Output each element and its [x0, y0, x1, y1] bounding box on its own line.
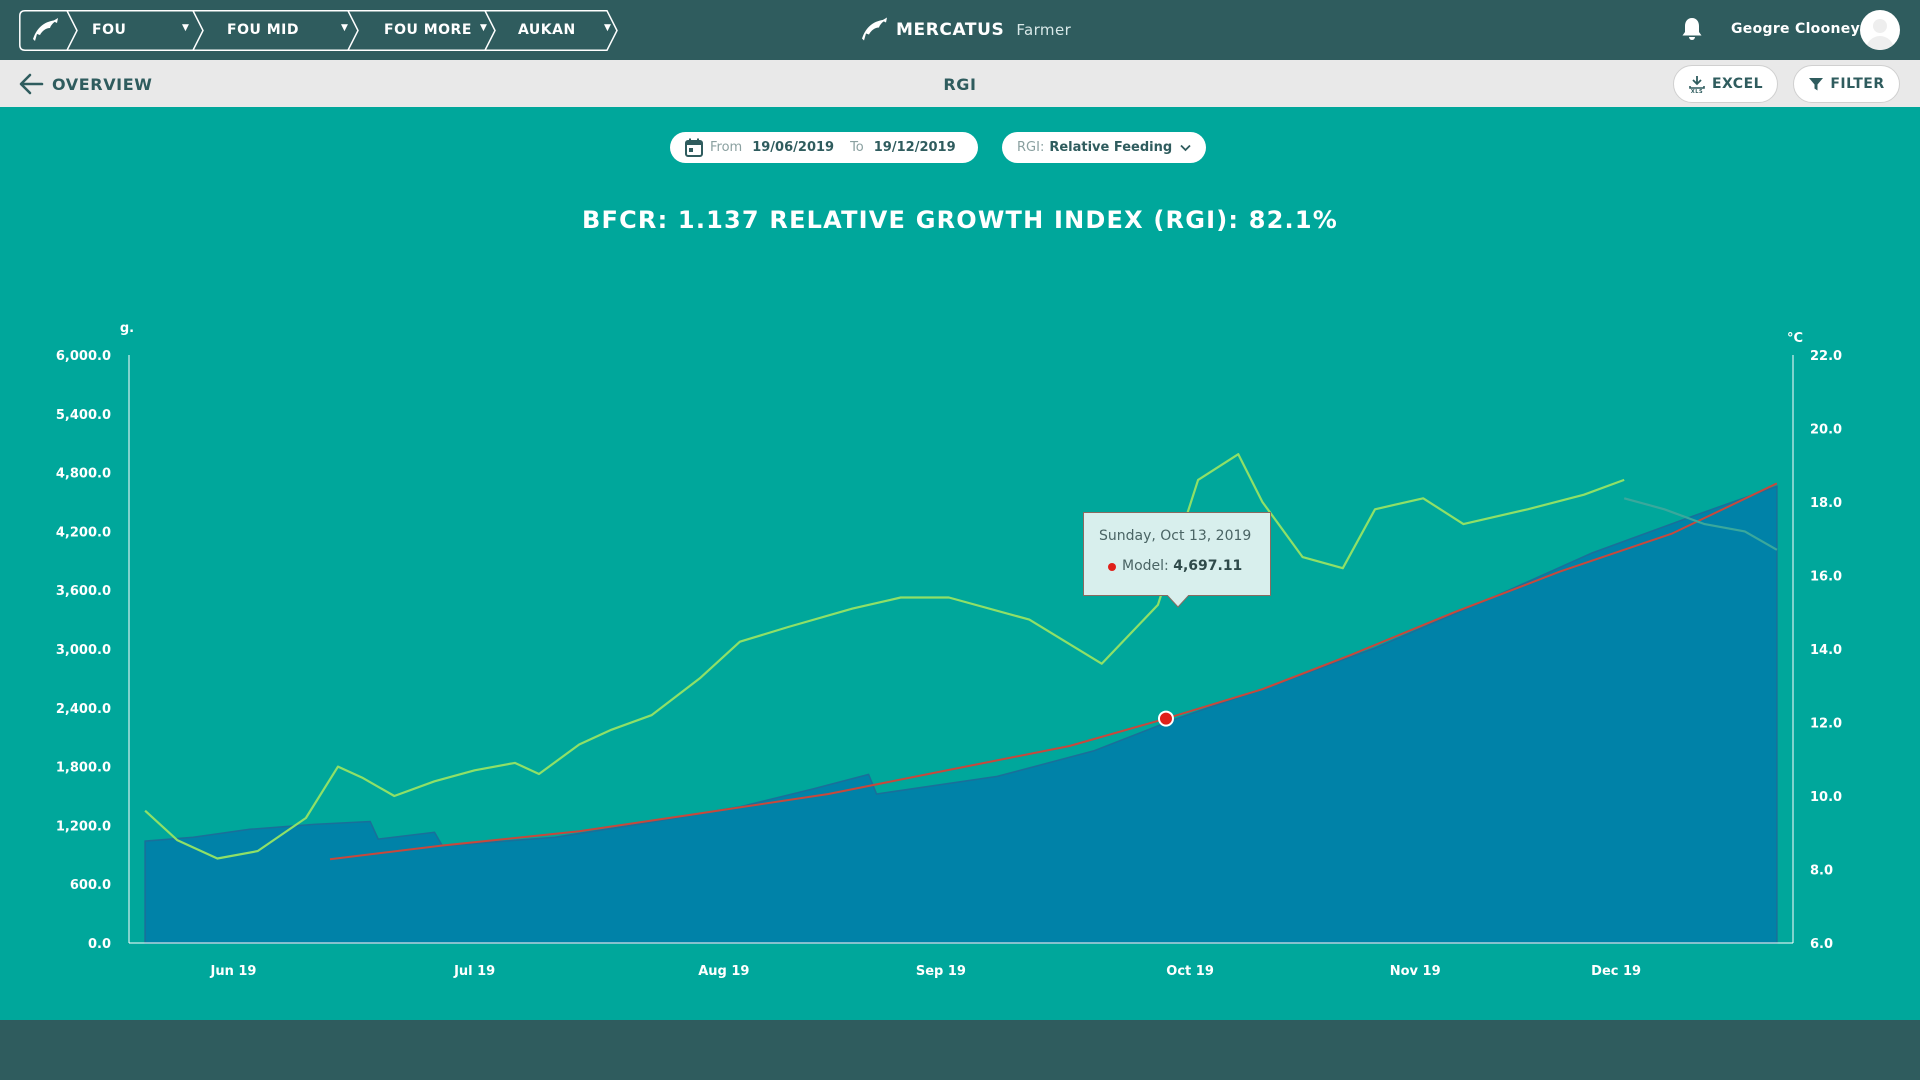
fish-logo-icon [862, 17, 887, 41]
y-tick-label: 0.0 [88, 937, 111, 952]
brand: MERCATUS Farmer [860, 14, 1071, 46]
y2-tick-label: 20.0 [1810, 423, 1842, 438]
rgi-select-label: RGI: [1017, 140, 1045, 155]
breadcrumb-label: AUKAN [518, 22, 576, 38]
calendar-icon [685, 138, 703, 157]
y-tick-label: 3,000.0 [56, 643, 111, 658]
chevron-down-icon: ▼ [182, 23, 189, 33]
temperature-line-series [144, 453, 1625, 860]
y2-tick-label: 14.0 [1810, 643, 1842, 658]
y-tick-label: 4,200.0 [56, 525, 111, 540]
hover-point-marker[interactable] [1157, 710, 1174, 727]
x-tick-label: Sep 19 [916, 964, 966, 979]
back-to-overview-button[interactable]: OVERVIEW [18, 72, 153, 96]
y-tick-label: 1,800.0 [56, 761, 111, 776]
tooltip-value: 4,697.11 [1173, 558, 1243, 574]
breadcrumb-item-fou-more[interactable]: FOU MORE ▼ [358, 10, 495, 51]
chart-tooltip: Sunday, Oct 13, 2019 Model: 4,697.11 [1083, 512, 1271, 596]
filter-button[interactable]: FILTER [1793, 65, 1900, 103]
y2-tick-label: 16.0 [1810, 570, 1842, 585]
tooltip-pointer [1167, 595, 1189, 608]
breadcrumb-label: FOU MID [227, 22, 299, 38]
temperature-overlay-series [1623, 497, 1778, 551]
y-axis-label: g. [120, 321, 134, 336]
page-title: RGI [943, 75, 977, 94]
y2-tick-label: 6.0 [1810, 937, 1833, 952]
avatar[interactable] [1860, 10, 1900, 50]
tooltip-series-name: Model: [1122, 558, 1169, 574]
breadcrumb-label: FOU [92, 22, 127, 38]
brand-subtitle: Farmer [1016, 21, 1072, 39]
top-bar: FOU ▼ FOU MID ▼ FOU MORE ▼ AUKAN ▼ MERCA… [0, 0, 1920, 60]
y2-axis-label: °C [1787, 331, 1803, 346]
bell-icon[interactable] [1680, 16, 1704, 42]
fish-logo-icon[interactable] [31, 17, 61, 44]
x-tick-label: Jul 19 [453, 964, 495, 979]
y-tick-label: 4,800.0 [56, 467, 111, 482]
filter-funnel-icon [1809, 78, 1824, 91]
chevron-down-icon: ▼ [341, 23, 348, 33]
y-tick-label: 6,000.0 [56, 349, 111, 364]
y2-tick-label: 22.0 [1810, 349, 1842, 364]
rgi-chart: g. °C 0.0 600.0 1,200.0 1,800.0 2,400.0 3,000.… [56, 321, 1842, 979]
footer-bar [0, 1020, 1920, 1080]
chevron-down-icon: ▼ [480, 23, 487, 33]
from-date-value[interactable]: 19/06/2019 [752, 140, 835, 155]
back-label: OVERVIEW [52, 74, 153, 94]
rgi-select-value: Relative Feeding [1049, 140, 1173, 155]
x-tick-label: Jun 19 [210, 964, 257, 979]
arrow-left-icon [19, 73, 44, 95]
series-dot-icon [1108, 563, 1116, 571]
to-date-value[interactable]: 19/12/2019 [873, 140, 956, 155]
breadcrumb-item-fou[interactable]: FOU ▼ [77, 10, 203, 51]
x-tick-label: Nov 19 [1390, 964, 1441, 979]
sub-bar: OVERVIEW RGI XLS EXCEL FILTER [0, 60, 1920, 107]
x-tick-label: Dec 19 [1591, 964, 1641, 979]
chart-headline: BFCR: 1.137 RELATIVE GROWTH INDEX (RGI):… [581, 206, 1339, 234]
y-tick-label: 3,600.0 [56, 584, 111, 599]
breadcrumb-item-aukan[interactable]: AUKAN ▼ [495, 10, 617, 51]
x-tick-label: Oct 19 [1166, 964, 1214, 979]
chevron-down-icon: ▼ [604, 23, 611, 33]
filter-label: FILTER [1830, 76, 1885, 92]
x-tick-label: Aug 19 [698, 964, 749, 979]
tooltip-date: Sunday, Oct 13, 2019 [1099, 528, 1252, 544]
y-tick-label: 1,200.0 [56, 819, 111, 834]
excel-export-icon: XLS [1689, 76, 1705, 93]
chevron-down-icon [1180, 144, 1191, 151]
breadcrumb-label: FOU MORE [384, 22, 472, 38]
y-tick-label: 5,400.0 [56, 408, 111, 423]
user-avatar-icon [1866, 19, 1894, 50]
from-label: From [710, 140, 743, 155]
y-tick-label: 600.0 [70, 878, 111, 893]
y2-tick-label: 18.0 [1810, 496, 1842, 511]
breadcrumb-outline [19, 10, 618, 51]
breadcrumb-item-fou-mid[interactable]: FOU MID ▼ [203, 10, 358, 51]
model-line-series [329, 482, 1778, 861]
y2-tick-label: 12.0 [1810, 717, 1842, 732]
y2-tick-label: 8.0 [1810, 864, 1833, 879]
rgi-type-select[interactable]: RGI: Relative Feeding [1002, 132, 1206, 163]
y2-tick-label: 10.0 [1810, 790, 1842, 805]
y-tick-label: 2,400.0 [56, 702, 111, 717]
date-range-picker[interactable]: From 19/06/2019 To 19/12/2019 [670, 132, 978, 163]
tooltip-row: Model: 4,697.11 [1108, 558, 1242, 574]
svg-text:XLS: XLS [1691, 89, 1703, 93]
weight-area-series [144, 485, 1778, 944]
user-name[interactable]: Geogre Clooney [1731, 21, 1860, 37]
brand-name: MERCATUS [896, 20, 1005, 40]
to-label: To [850, 140, 864, 155]
excel-button[interactable]: XLS EXCEL [1673, 65, 1778, 103]
excel-label: EXCEL [1711, 76, 1764, 92]
